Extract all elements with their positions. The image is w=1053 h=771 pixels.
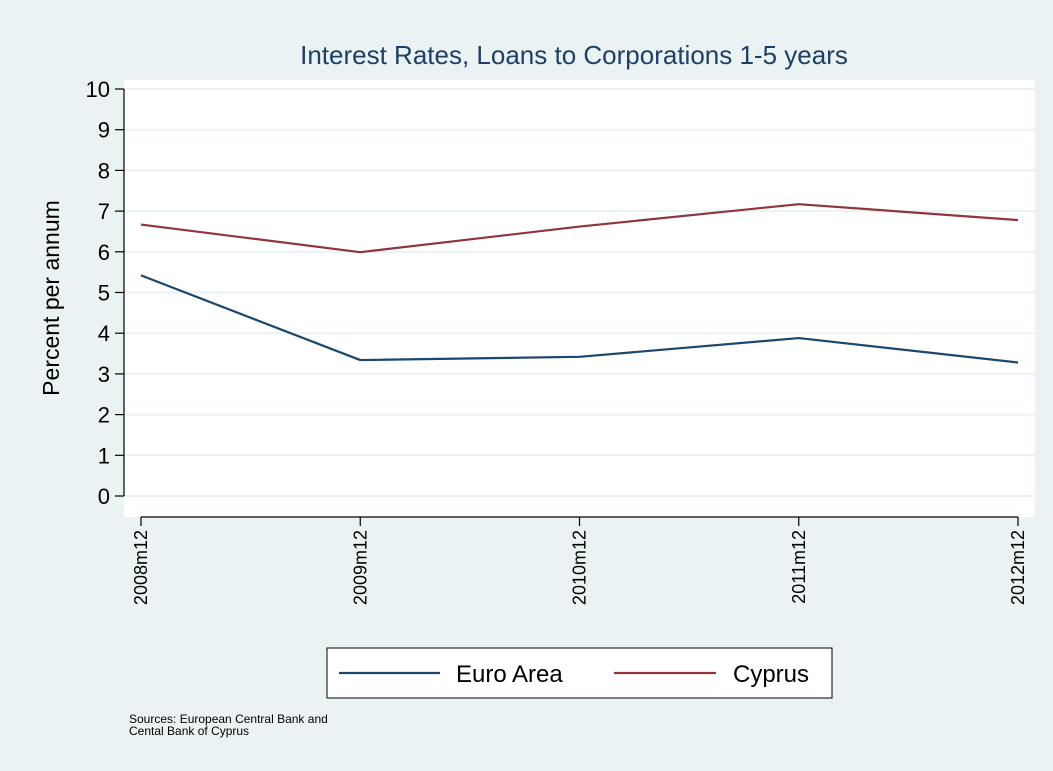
legend: Euro Area Cyprus [326, 647, 833, 699]
source-note: Sources: European Central Bank andCental… [129, 712, 328, 738]
x-ticks: 2008m12 2009m12 2010m12 2011m12 2012m12 [131, 517, 1028, 605]
x-tick-label: 2009m12 [350, 530, 370, 605]
y-axis-label: Percent per annum [38, 200, 64, 396]
source-note-line: Sources: European Central Bank and [129, 712, 328, 726]
chart-title: Interest Rates, Loans to Corporations 1-… [300, 40, 848, 70]
series-lines [140, 203, 1019, 364]
grid-lines [124, 88, 1035, 497]
source-note-line: Cental Bank of Cyprus [129, 724, 249, 738]
x-tick-label: 2008m12 [131, 530, 151, 605]
y-tick-label: 0 [98, 484, 110, 509]
y-tick-label: 1 [98, 443, 110, 468]
y-tick-label: 3 [98, 362, 110, 387]
x-tick-label: 2011m12 [789, 530, 809, 604]
legend-label: Euro Area [456, 661, 563, 688]
y-tick-label: 8 [98, 158, 110, 183]
plot-area [124, 80, 1035, 517]
y-tick-label: 10 [86, 77, 110, 102]
y-tick-label: 9 [98, 118, 110, 143]
y-tick-label: 6 [98, 240, 110, 265]
y-ticks: 0 1 2 3 4 5 6 7 8 9 10 [86, 77, 124, 509]
y-tick-label: 2 [98, 403, 110, 428]
legend-label: Cyprus [733, 661, 809, 688]
y-tick-label: 7 [98, 199, 110, 224]
y-tick-label: 5 [98, 281, 110, 306]
x-tick-label: 2012m12 [1008, 530, 1028, 605]
y-tick-label: 4 [98, 321, 110, 346]
x-tick-label: 2010m12 [570, 530, 590, 605]
